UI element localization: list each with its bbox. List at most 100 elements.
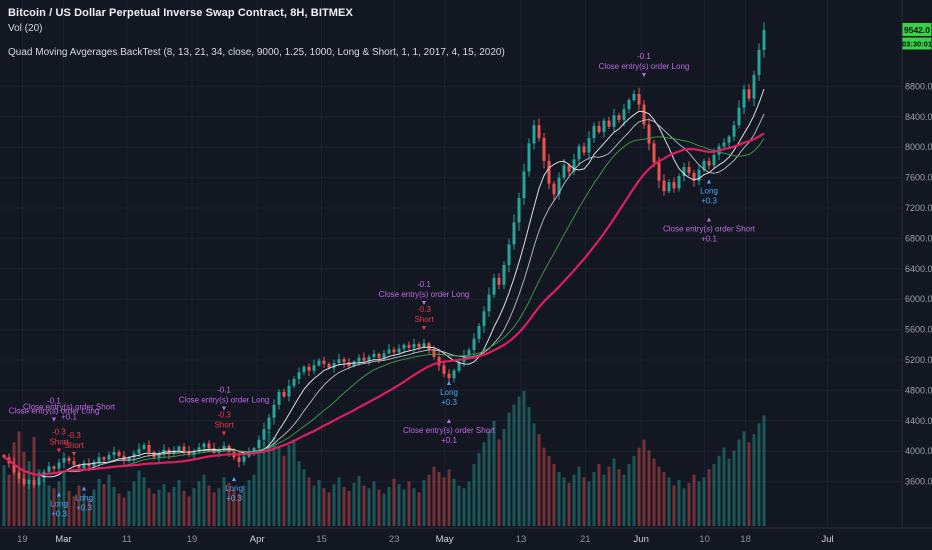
price-axis-label[interactable]: 4400.0 <box>905 416 932 426</box>
candle-body <box>67 458 71 461</box>
volume-bar <box>752 434 756 526</box>
time-axis-label[interactable]: 19 <box>17 534 28 545</box>
volume-bar <box>257 451 261 527</box>
volume-bar <box>337 477 341 526</box>
volume-bar <box>712 463 716 526</box>
volume-bar <box>672 485 676 526</box>
trade-label: Short <box>64 441 84 450</box>
time-axis-label[interactable]: 11 <box>122 534 132 545</box>
price-axis-label[interactable]: 4800.0 <box>905 385 932 395</box>
candle-body <box>187 451 191 455</box>
trade-label: +0.3 <box>441 398 457 407</box>
price-axis-label[interactable]: 6800.0 <box>905 233 932 243</box>
volume-bar <box>497 439 501 526</box>
price-axis-label[interactable]: 5200.0 <box>905 355 932 365</box>
candle-body <box>672 182 676 189</box>
time-axis-label[interactable]: 18 <box>740 534 751 545</box>
candle-body <box>427 343 431 350</box>
trade-label: -0.3 <box>52 427 66 436</box>
candle-body <box>457 362 461 371</box>
volume-bar <box>292 439 296 526</box>
candle-body <box>412 344 416 348</box>
price-axis-label[interactable]: 7200.0 <box>905 203 932 213</box>
trade-label: -0.1 <box>217 386 231 395</box>
candle-body <box>177 446 181 451</box>
volume-bar <box>532 423 536 526</box>
trade-arrow-down-icon: ▼ <box>221 431 228 438</box>
price-axis-label[interactable]: 5600.0 <box>905 325 932 335</box>
candle-body <box>207 443 211 449</box>
volume-bar <box>357 476 361 527</box>
volume-bar <box>737 439 741 526</box>
candle-body <box>637 94 641 105</box>
volume-bar <box>227 482 231 526</box>
volume-bar <box>397 484 401 526</box>
time-axis-label[interactable]: Jul <box>822 534 834 545</box>
candle-body <box>92 461 96 467</box>
volume-bar <box>727 458 731 526</box>
volume-study-label[interactable]: Vol (20) <box>8 23 43 34</box>
trade-label: Long <box>700 187 718 196</box>
trade-label: Long <box>50 500 68 509</box>
candle-body <box>32 480 36 485</box>
time-axis-label[interactable]: 15 <box>316 534 327 545</box>
candle-body <box>417 344 421 347</box>
trade-label: -0.3 <box>67 431 81 440</box>
backtest-study-label[interactable]: Quad Moving Avgerages BackTest (8, 13, 2… <box>8 47 505 58</box>
price-axis-label[interactable]: 3600.0 <box>905 477 932 487</box>
time-axis-label[interactable]: 10 <box>699 534 710 545</box>
time-axis-label[interactable]: 19 <box>187 534 198 545</box>
symbol-title[interactable]: Bitcoin / US Dollar Perpetual Inverse Sw… <box>8 7 353 19</box>
volume-bar <box>62 472 66 526</box>
volume-bar <box>627 463 631 526</box>
volume-bar <box>52 488 56 526</box>
candle-body <box>732 125 736 137</box>
candle-body <box>492 277 496 295</box>
candle-body <box>282 391 286 397</box>
price-axis-label[interactable]: 8800.0 <box>905 81 932 91</box>
candle-body <box>22 478 26 484</box>
volume-bar <box>762 415 766 526</box>
candle-body <box>377 353 381 358</box>
time-axis-label[interactable]: Jun <box>634 534 649 545</box>
volume-bar <box>132 481 136 526</box>
volume-bar <box>602 474 606 526</box>
volume-bar <box>592 472 596 526</box>
trade-label: -0.3 <box>217 411 231 420</box>
price-axis-label[interactable]: 8000.0 <box>905 142 932 152</box>
trade-label: Short <box>414 315 434 324</box>
candle-body <box>297 372 301 379</box>
volume-bar <box>522 391 526 526</box>
volume-bar <box>162 484 166 526</box>
volume-bar <box>272 436 276 526</box>
time-axis-label[interactable]: 13 <box>516 534 527 545</box>
price-axis-label[interactable]: 8400.0 <box>905 112 932 122</box>
volume-bar <box>577 466 581 526</box>
time-axis-label[interactable]: May <box>436 534 454 545</box>
volume-bar <box>302 469 306 526</box>
volume-bar <box>87 499 91 526</box>
volume-bar <box>687 482 691 526</box>
candle-body <box>687 167 691 174</box>
candle-body <box>752 75 756 99</box>
candle-body <box>242 456 246 462</box>
trade-label: +0.1 <box>441 436 457 445</box>
volume-bar <box>167 492 171 527</box>
price-axis-label[interactable]: 4000.0 <box>905 446 932 456</box>
price-axis-label[interactable]: 6400.0 <box>905 264 932 274</box>
time-axis-label[interactable]: 23 <box>389 534 400 545</box>
volume-bar <box>187 496 191 526</box>
price-axis-label[interactable]: 6000.0 <box>905 294 932 304</box>
price-axis-label[interactable]: 7600.0 <box>905 173 932 183</box>
volume-bar <box>262 442 266 526</box>
trade-arrow-down-icon: ▼ <box>56 447 63 454</box>
candle-body <box>137 448 141 454</box>
trade-arrow-up-icon: ▲ <box>446 418 453 425</box>
volume-bar <box>232 489 236 527</box>
trade-arrow-down-icon: ▼ <box>641 72 648 79</box>
time-axis-label[interactable]: Apr <box>250 534 265 545</box>
time-axis-label[interactable]: Mar <box>55 534 71 545</box>
time-axis-label[interactable]: 21 <box>580 534 591 545</box>
volume-bar <box>437 472 441 526</box>
